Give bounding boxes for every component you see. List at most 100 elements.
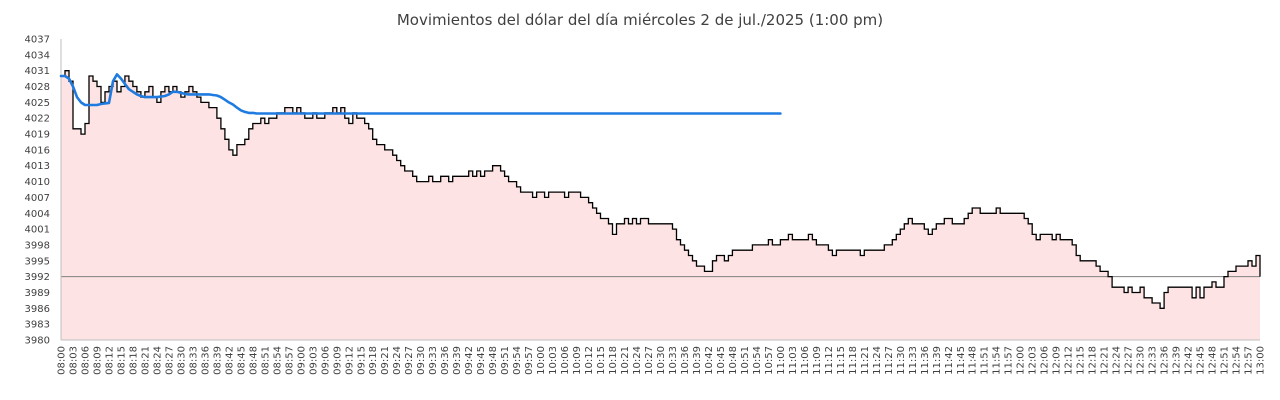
- x-tick-label: 09:18: [368, 346, 379, 375]
- plot-area: [59, 39, 1261, 341]
- x-tick-label: 10:42: [704, 346, 715, 375]
- x-tick-label: 08:21: [140, 346, 151, 375]
- x-tick-label: 08:06: [80, 346, 91, 375]
- x-tick-label: 11:54: [992, 346, 1003, 375]
- y-tick-label: 4037: [25, 35, 50, 46]
- y-tick-label: 4025: [25, 98, 50, 109]
- x-tick-label: 12:54: [1232, 346, 1243, 375]
- x-tick-label: 12:39: [1172, 346, 1183, 375]
- x-tick-label: 09:09: [332, 346, 343, 375]
- x-tick-label: 11:30: [896, 346, 907, 375]
- x-tick-label: 11:24: [872, 346, 883, 375]
- x-tick-label: 10:33: [668, 346, 679, 375]
- y-tick-label: 3989: [25, 288, 50, 299]
- x-tick-label: 12:57: [1244, 346, 1255, 375]
- x-tick-label: 09:57: [524, 346, 535, 375]
- x-tick-label: 09:00: [296, 346, 307, 375]
- x-tick-label: 10:54: [752, 346, 763, 375]
- chart-title: Movimientos del dólar del día miércoles …: [396, 11, 884, 29]
- x-tick-label: 10:03: [548, 346, 559, 375]
- x-tick-label: 12:18: [1088, 346, 1099, 375]
- x-tick-label: 09:15: [356, 346, 367, 375]
- x-tick-label: 08:09: [92, 346, 103, 375]
- x-tick-label: 10:27: [644, 346, 655, 375]
- x-tick-label: 10:06: [560, 346, 571, 375]
- y-tick-label: 3995: [25, 256, 50, 267]
- x-tick-label: 08:48: [248, 346, 259, 375]
- x-tick-label: 11:51: [980, 346, 991, 375]
- x-tick-label: 08:42: [224, 346, 235, 375]
- x-tick-label: 10:21: [620, 346, 631, 375]
- y-tick-label: 3992: [25, 272, 50, 283]
- x-tick-label: 09:12: [344, 346, 355, 375]
- y-tick-label: 4028: [25, 82, 50, 93]
- x-tick-label: 12:30: [1136, 346, 1147, 375]
- x-tick-label: 12:00: [1016, 346, 1027, 375]
- x-tick-label: 09:39: [452, 346, 463, 375]
- x-tick-label: 12:48: [1208, 346, 1219, 375]
- x-tick-label: 12:03: [1028, 346, 1039, 375]
- x-tick-label: 10:57: [764, 346, 775, 375]
- x-tick-label: 10:09: [572, 346, 583, 375]
- x-tick-label: 08:15: [116, 346, 127, 375]
- x-tick-label: 11:06: [800, 346, 811, 375]
- x-tick-label: 10:45: [716, 346, 727, 375]
- x-tick-label: 12:36: [1160, 346, 1171, 375]
- x-tick-label: 08:00: [57, 346, 68, 375]
- x-tick-label: 09:24: [392, 346, 403, 375]
- x-tick-label: 11:48: [968, 346, 979, 375]
- x-tick-label: 09:21: [380, 346, 391, 375]
- x-tick-label: 08:45: [236, 346, 247, 375]
- x-tick-label: 11:15: [836, 346, 847, 375]
- x-tick-label: 11:57: [1004, 346, 1015, 375]
- x-tick-label: 13:00: [1256, 346, 1267, 375]
- x-tick-label: 11:12: [824, 346, 835, 375]
- x-tick-label: 11:33: [908, 346, 919, 375]
- y-tick-label: 4007: [25, 193, 50, 204]
- x-tick-label: 08:51: [260, 346, 271, 375]
- y-tick-label: 4010: [25, 177, 50, 188]
- x-tick-label: 10:51: [740, 346, 751, 375]
- y-tick-label: 4034: [25, 50, 50, 61]
- x-tick-label: 09:45: [476, 346, 487, 375]
- x-tick-label: 10:30: [656, 346, 667, 375]
- x-tick-label: 12:42: [1184, 346, 1195, 375]
- x-tick-label: 11:18: [848, 346, 859, 375]
- x-tick-label: 10:15: [596, 346, 607, 375]
- x-tick-label: 11:42: [944, 346, 955, 375]
- x-tick-label: 08:57: [284, 346, 295, 375]
- y-tick-label: 3998: [25, 240, 50, 251]
- x-tick-label: 11:00: [776, 346, 787, 375]
- x-tick-label: 11:09: [812, 346, 823, 375]
- x-tick-label: 11:39: [932, 346, 943, 375]
- x-tick-label: 11:36: [920, 346, 931, 375]
- x-tick-label: 10:00: [536, 346, 547, 375]
- y-tick-label: 4019: [25, 130, 50, 141]
- x-tick-label: 08:27: [164, 346, 175, 375]
- x-tick-label: 12:15: [1076, 346, 1087, 375]
- x-tick-label: 12:12: [1064, 346, 1075, 375]
- x-tick-label: 08:18: [128, 346, 139, 375]
- y-tick-label: 4001: [25, 225, 50, 236]
- y-tick-label: 4013: [25, 161, 50, 172]
- x-tick-label: 08:03: [68, 346, 79, 375]
- y-tick-label: 3986: [25, 304, 50, 315]
- price-area: [61, 70, 1260, 340]
- x-tick-label: 10:36: [680, 346, 691, 375]
- x-tick-label: 12:06: [1040, 346, 1051, 375]
- x-tick-label: 12:33: [1148, 346, 1159, 375]
- x-tick-label: 08:33: [188, 346, 199, 375]
- x-tick-label: 12:45: [1196, 346, 1207, 375]
- y-tick-label: 4031: [25, 66, 50, 77]
- y-axis-ticks: 3980 3983 3986 3989 3992 3995 3998 4001 4004 4007…: [25, 35, 50, 347]
- x-tick-label: 09:06: [320, 346, 331, 375]
- x-tick-label: 10:48: [728, 346, 739, 375]
- x-tick-label: 12:09: [1052, 346, 1063, 375]
- x-tick-label: 08:12: [104, 346, 115, 375]
- y-tick-label: 3983: [25, 320, 50, 331]
- x-tick-label: 11:21: [860, 346, 871, 375]
- x-tick-label: 11:27: [884, 346, 895, 375]
- x-tick-label: 12:21: [1100, 346, 1111, 375]
- average-line: [59, 73, 782, 115]
